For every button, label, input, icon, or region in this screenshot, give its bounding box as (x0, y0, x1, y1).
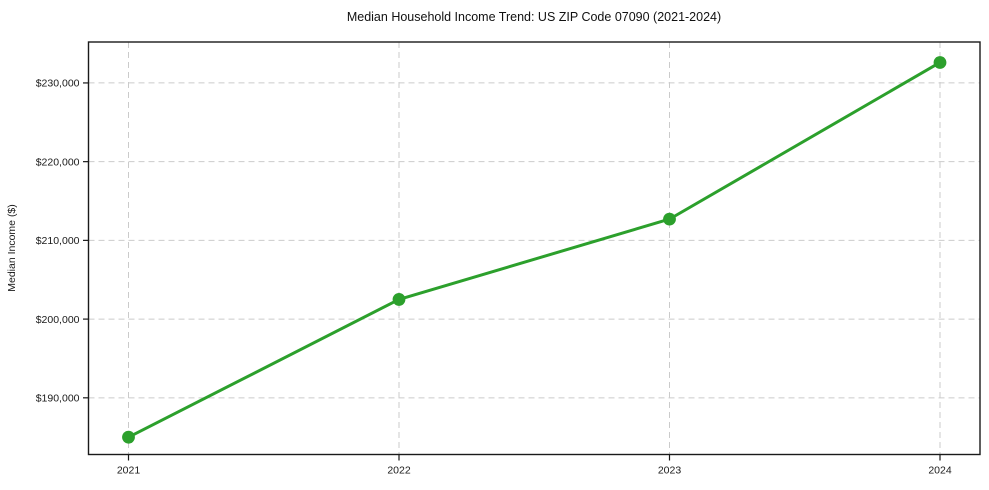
y-axis-label: Median Income ($) (6, 204, 18, 292)
x-tick-label: 2022 (387, 465, 411, 477)
y-tick-label: $230,000 (36, 78, 80, 90)
x-tick-label: 2021 (117, 465, 141, 477)
y-tick-label: $210,000 (36, 235, 80, 247)
data-point-2024 (933, 56, 947, 69)
data-point-2022 (392, 293, 406, 306)
x-tick-label: 2024 (928, 465, 952, 477)
plot-area: $190,000 $200,000 $210,000 $220,000 $230,000… (36, 41, 981, 477)
x-tick-label: 2023 (658, 465, 682, 477)
data-point-2021 (122, 430, 135, 444)
plot-frame (87, 41, 981, 456)
data-point-2023 (663, 212, 676, 226)
y-tick-label: $190,000 (36, 393, 80, 405)
trend-line (127, 60, 942, 439)
y-tick-label: $200,000 (36, 314, 80, 326)
chart-title: Median Household Income Trend: US ZIP Co… (347, 10, 721, 24)
y-tick-label: $220,000 (36, 156, 80, 168)
